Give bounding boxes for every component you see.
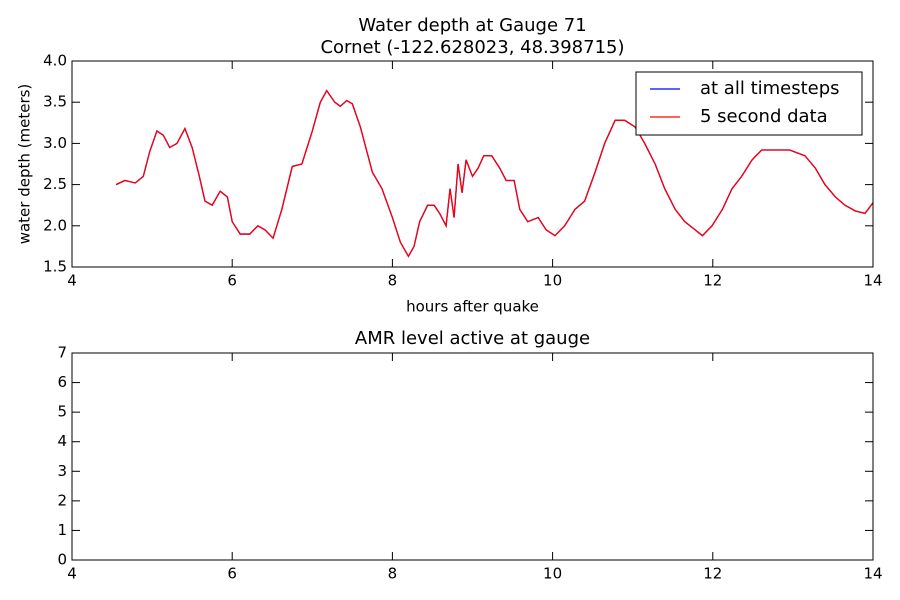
chart-title: Water depth at Gauge 71: [358, 15, 586, 36]
y-tick-label: 5: [57, 403, 67, 421]
y-tick-label: 6: [57, 373, 67, 391]
y-tick-label: 4: [57, 432, 67, 450]
y-tick-label: 3.5: [43, 93, 67, 111]
data-line: [115, 89, 874, 258]
y-tick-label: 1.5: [43, 258, 67, 276]
x-tick-label: 4: [67, 565, 77, 583]
x-tick-label: 10: [543, 565, 562, 583]
axes-frame: [71, 60, 874, 268]
y-tick-label: 2.0: [43, 216, 67, 234]
axes-frame: [71, 352, 874, 561]
legend-label: at all timesteps: [700, 78, 840, 99]
x-tick-label: 4: [67, 272, 77, 290]
y-tick-label: 0: [57, 551, 67, 569]
y-tick-label: 3.0: [43, 134, 67, 152]
legend-box: [635, 71, 863, 136]
x-tick-label: 10: [543, 272, 562, 290]
y-tick-label: 4.0: [43, 52, 67, 70]
y-tick-label: 1: [57, 521, 67, 539]
x-tick-label: 12: [703, 272, 722, 290]
x-tick-label: 8: [388, 565, 398, 583]
x-axis-label: hours after quake: [406, 298, 539, 316]
chart-subtitle: Cornet (-122.628023, 48.398715): [320, 37, 624, 58]
x-tick-label: 8: [388, 272, 398, 290]
x-tick-label: 12: [703, 565, 722, 583]
y-tick-label: 3: [57, 462, 67, 480]
y-tick-label: 2.5: [43, 175, 67, 193]
y-tick-label: 2: [57, 491, 67, 509]
x-tick-label: 14: [863, 565, 882, 583]
legend-label: 5 second data: [700, 106, 828, 127]
y-tick-label: 7: [57, 344, 67, 362]
x-tick-label: 14: [863, 272, 882, 290]
y-axis-label: water depth (meters): [16, 84, 34, 245]
x-tick-label: 6: [227, 272, 237, 290]
chart-title: AMR level active at gauge: [355, 328, 590, 349]
x-tick-label: 6: [227, 565, 237, 583]
